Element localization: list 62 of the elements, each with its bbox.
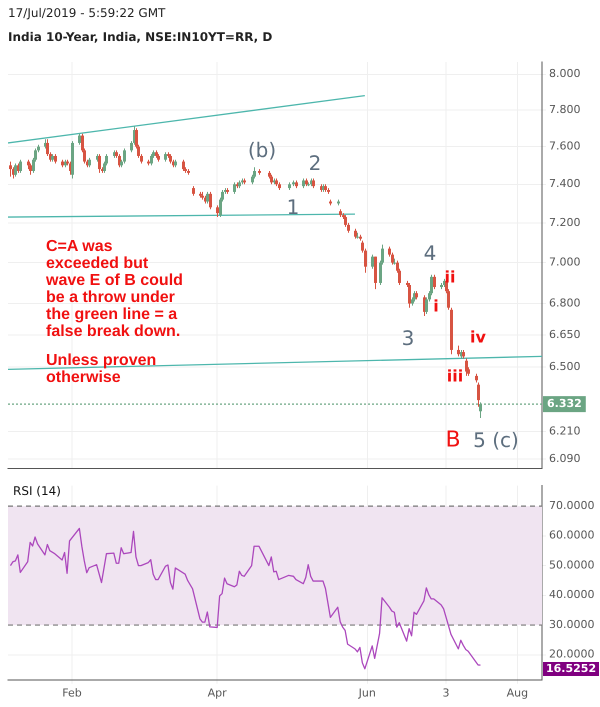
- annotation: C=A was exceeded but wave E of B could be a throw under the green line = a false break down.: [46, 238, 184, 340]
- candlestick: [371, 254, 374, 270]
- candlestick: [78, 133, 81, 146]
- y-tick-label: 6.650: [549, 328, 580, 341]
- candlestick: [150, 154, 153, 166]
- candlestick: [123, 148, 126, 164]
- y-tick-label: 7.400: [549, 177, 580, 190]
- x-tick-label: Jun: [358, 686, 376, 700]
- candlestick: [54, 154, 57, 164]
- y-tick-label: 6.090: [549, 452, 580, 465]
- ref-line-label: 6.332: [547, 396, 582, 410]
- annotation: iii: [446, 366, 464, 386]
- candlestick: [9, 161, 12, 178]
- candlestick: [233, 182, 236, 194]
- candlestick: [433, 274, 436, 290]
- chart-title: RSI (14): [13, 484, 61, 498]
- chart-title: India 10-Year, India, NSE:IN10YT=RR, D: [8, 30, 272, 44]
- annotation: 1: [286, 195, 300, 219]
- y-tick-label: 7.600: [549, 140, 580, 153]
- candlestick: [164, 152, 167, 162]
- candlestick: [457, 345, 460, 357]
- y-tick-label: 30.0000: [549, 618, 594, 631]
- annotation: 2: [308, 151, 322, 175]
- annotation: (b): [248, 138, 276, 162]
- candlestick: [216, 204, 219, 218]
- candlestick: [29, 162, 32, 176]
- candlestick: [477, 382, 480, 408]
- y-tick-label: 40.0000: [549, 588, 594, 602]
- annotation: 3: [402, 326, 414, 350]
- y-tick-label: 6.800: [549, 296, 580, 310]
- candlestick: [182, 159, 185, 172]
- candlestick: [19, 159, 22, 174]
- candlestick: [14, 162, 17, 178]
- annotation: 4: [424, 241, 436, 265]
- x-tick-label: Apr: [208, 686, 228, 700]
- y-tick-label: 20.0000: [549, 648, 594, 661]
- y-tick-label: 7.800: [549, 102, 580, 116]
- annotation: iv: [470, 328, 486, 346]
- y-tick-label: 50.0000: [549, 558, 594, 572]
- y-tick-label: 7.000: [549, 256, 580, 269]
- annotation: Unless proven otherwise: [46, 352, 158, 386]
- candlestick: [408, 282, 411, 308]
- candlestick: [270, 174, 273, 185]
- annotation: 5 (c): [473, 428, 519, 452]
- annotation: ii: [444, 268, 456, 286]
- candlestick: [209, 191, 212, 210]
- y-tick-label: 60.0000: [549, 528, 594, 542]
- x-tick-label: Feb: [62, 686, 82, 700]
- candlestick: [302, 178, 305, 189]
- candlestick: [192, 186, 195, 196]
- y-tick-label: 70.0000: [549, 498, 594, 512]
- annotation: i: [433, 296, 439, 316]
- y-tick-label: 6.500: [549, 360, 580, 374]
- y-tick-label: 8.000: [549, 67, 580, 80]
- text: 16.5252: [543, 662, 600, 676]
- x-tick-label: 3: [442, 686, 450, 700]
- y-tick-label: 6.210: [549, 424, 580, 438]
- chart-subtitle: 17/Jul/2019 - 5:59:22 GMT: [8, 6, 166, 20]
- annotation: B: [445, 428, 461, 452]
- y-tick-label: 7.200: [549, 216, 580, 229]
- x-tick-label: Aug: [506, 686, 528, 700]
- candlestick: [169, 154, 172, 164]
